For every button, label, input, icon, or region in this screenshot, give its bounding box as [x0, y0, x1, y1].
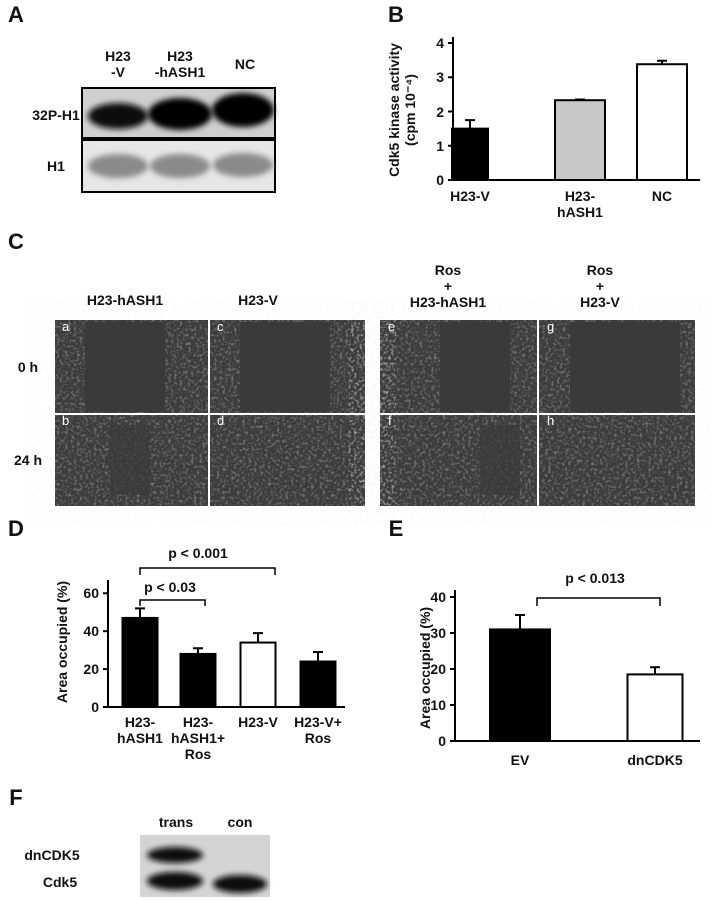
bar	[489, 628, 551, 743]
error-bar	[465, 119, 475, 129]
error-bar	[193, 647, 203, 654]
lane-label: NC	[234, 56, 256, 72]
x-tick-label: H23-V	[450, 188, 490, 204]
row-label: dnCDK5	[24, 847, 80, 863]
annotation: p < 0.001	[168, 545, 228, 561]
row-label: 32P-H1	[32, 107, 80, 123]
panel-label: E	[388, 516, 404, 541]
bracket	[536, 597, 661, 606]
y-tick-label: 30	[430, 625, 446, 641]
tile-letter: d	[217, 413, 225, 428]
error-bar	[515, 614, 525, 630]
y-tick-label: 20	[430, 661, 446, 677]
tile-letter: e	[388, 319, 396, 334]
column-label: H23-V	[238, 292, 278, 308]
y-tick-label: 60	[83, 585, 99, 602]
y-tick-label: 40	[430, 589, 446, 605]
annotation: p < 0.013	[565, 570, 625, 586]
tile-letter: h	[547, 413, 555, 428]
bracket	[139, 599, 206, 606]
panel-label: F	[9, 785, 23, 810]
bar	[121, 616, 159, 709]
row-label: 24 h	[13, 452, 43, 468]
x-tick-label: H23-V+ Ros	[294, 714, 342, 746]
error-bar	[313, 651, 323, 662]
y-tick-label: 2	[436, 103, 444, 120]
annotation: p < 0.03	[144, 579, 196, 595]
x-tick-label: NC	[651, 188, 673, 204]
lane-label: con	[227, 814, 253, 830]
error-bar	[657, 59, 667, 65]
error-bar	[650, 666, 660, 675]
blot-a	[81, 87, 276, 193]
row-label: Cdk5	[42, 874, 78, 890]
y-axis-label: Area occupied (%)	[54, 580, 70, 704]
y-tick-label: 40	[83, 623, 99, 640]
tile-letter: b	[62, 413, 70, 428]
y-tick-label: 3	[436, 69, 444, 86]
panel-label: B	[388, 2, 404, 27]
column-label: H23-hASH1	[86, 292, 164, 308]
error-bar	[253, 632, 263, 643]
y-tick-label: 20	[83, 661, 99, 678]
bar	[554, 99, 606, 181]
panel-label: C	[8, 229, 24, 254]
x-tick-label: H23-V	[238, 714, 278, 730]
row-label: H1	[47, 158, 65, 174]
x-tick-label: H23- hASH1	[557, 188, 603, 220]
bar	[636, 63, 688, 181]
y-tick-label: 0	[436, 172, 444, 188]
lane-label: trans	[158, 814, 194, 830]
column-label: Ros + H23-V	[580, 262, 620, 310]
bar	[299, 660, 337, 708]
bar	[626, 673, 684, 743]
x-tick-label: EV	[510, 752, 530, 768]
lane-label: H23 -V	[105, 48, 131, 80]
x-tick-label: dnCDK5	[627, 752, 683, 768]
tile-letter: a	[62, 319, 70, 334]
bracket	[139, 567, 276, 575]
y-tick-label: 0	[91, 699, 99, 715]
column-label: Ros + H23-hASH1	[409, 262, 487, 310]
y-axis-label: Cdk5 kinase activity (cpm 10⁻⁴)	[386, 43, 418, 177]
panel-label: D	[8, 516, 24, 541]
tile-letter: g	[547, 319, 555, 334]
y-tick-label: 1	[436, 137, 444, 154]
panel-label: A	[8, 2, 24, 27]
y-axis-label: Area occupied (%)	[417, 606, 433, 730]
micrographs	[55, 320, 695, 506]
tile-letter: c	[217, 319, 224, 334]
bar	[179, 652, 217, 708]
tile-letter: f	[388, 413, 392, 428]
x-tick-label: H23- hASH1	[117, 714, 163, 746]
row-label: 0 h	[17, 359, 39, 375]
blot-f	[140, 835, 270, 897]
x-tick-label: H23- hASH1+ Ros	[170, 714, 226, 762]
error-bar	[135, 607, 145, 618]
bar	[451, 127, 489, 181]
lane-label: H23 -hASH1	[154, 48, 206, 80]
y-tick-label: 0	[438, 733, 446, 749]
error-bar	[575, 98, 585, 101]
y-tick-label: 10	[430, 697, 446, 713]
y-tick-label: 4	[436, 35, 444, 51]
bar	[239, 641, 277, 709]
